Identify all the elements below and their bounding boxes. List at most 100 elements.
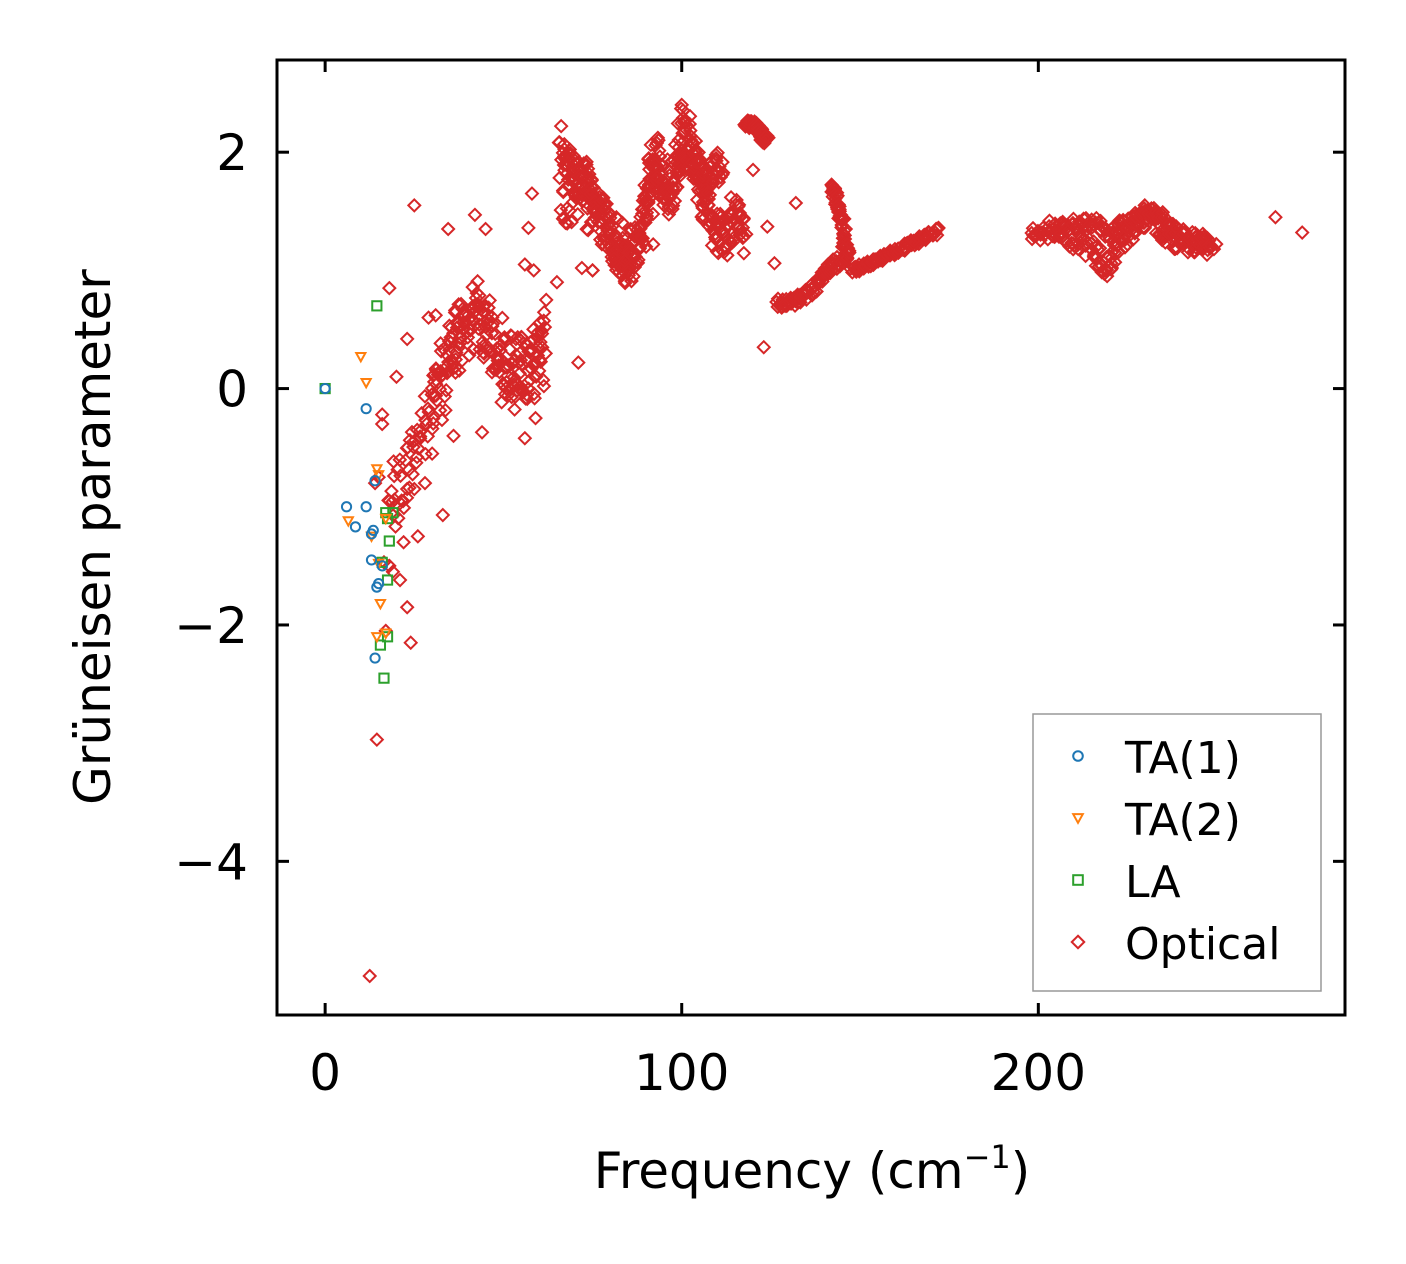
optical-band-point <box>660 201 676 217</box>
optical-band-point <box>614 215 630 231</box>
optical-point <box>838 221 854 237</box>
optical-band-point <box>559 216 575 231</box>
optical-band-point <box>1119 220 1135 236</box>
optical-band-point <box>552 170 567 186</box>
legend: TA(1) TA(2) LA Optical <box>1032 713 1322 992</box>
optical-point <box>467 207 483 223</box>
optical-band-point <box>1092 240 1108 256</box>
optical-band-point <box>470 273 486 289</box>
optical-band-point <box>643 137 659 153</box>
optical-band-point <box>623 223 639 239</box>
optical-band-point <box>513 382 529 398</box>
optical-band-point <box>420 401 436 417</box>
optical-band-point <box>562 142 578 157</box>
optical-point <box>410 528 426 544</box>
optical-band-point <box>526 386 542 402</box>
optical-point <box>521 220 536 236</box>
optical-point <box>362 968 378 984</box>
optical-band-point <box>738 226 754 242</box>
legend-marker <box>1072 750 1084 762</box>
optical-point <box>531 363 547 379</box>
optical-band-point <box>507 402 522 417</box>
la-point <box>374 639 387 651</box>
optical-band-point <box>496 377 512 393</box>
optical-point <box>674 97 690 113</box>
optical-band-point <box>443 329 459 345</box>
plot-frame <box>275 58 1347 1017</box>
optical-point <box>399 331 415 347</box>
ta2-point <box>370 464 384 476</box>
optical-band-point <box>683 132 699 148</box>
optical-point <box>524 186 540 201</box>
ta2-point <box>365 531 378 543</box>
optical-point <box>841 245 857 261</box>
optical-point <box>428 307 444 323</box>
optical-band-point <box>493 351 508 366</box>
optical-point <box>374 416 390 432</box>
optical-band-point <box>667 193 683 209</box>
optical-band-point <box>448 365 463 380</box>
optical-band-point <box>665 198 681 213</box>
optical-band-point <box>650 130 666 146</box>
optical-band-point <box>534 339 550 355</box>
optical-band-point <box>833 211 848 227</box>
optical-band-point <box>390 462 406 478</box>
optical-point <box>1294 225 1310 240</box>
legend-markers <box>1070 750 1086 950</box>
optical-point <box>406 197 422 213</box>
legend-marker <box>1071 813 1085 825</box>
optical-band-point <box>645 206 661 222</box>
optical-band-point <box>438 382 454 398</box>
optical-point <box>389 499 404 515</box>
optical-band-point <box>536 378 552 394</box>
optical-band-point <box>1119 236 1135 252</box>
x-tick-label: 0 <box>309 1044 341 1102</box>
la-point <box>378 672 390 684</box>
optical-band-point <box>665 179 681 195</box>
optical-band-point <box>497 332 513 347</box>
optical-band-point <box>451 297 467 312</box>
optical-point <box>767 255 782 271</box>
optical-point <box>931 220 946 236</box>
optical-band-point <box>628 249 644 264</box>
optical-band-point <box>603 224 619 240</box>
optical-point <box>526 262 542 278</box>
la-point <box>383 535 395 547</box>
ta2-point <box>372 558 385 571</box>
optical-point <box>770 291 786 307</box>
optical-band-point <box>487 326 503 342</box>
optical-band-point <box>532 315 548 330</box>
optical-point <box>440 221 456 237</box>
optical-band-point <box>434 412 450 428</box>
optical-band-point <box>462 323 478 338</box>
optical-band-point <box>1208 236 1224 252</box>
optical-band-point <box>701 198 716 213</box>
optical-point <box>617 253 633 269</box>
optical-band-point <box>590 214 606 230</box>
optical-point <box>549 274 565 290</box>
ta1-point <box>373 577 385 590</box>
optical-band-point <box>471 321 486 337</box>
optical-band-point <box>1117 239 1133 255</box>
optical-band-point <box>536 313 552 329</box>
ta2-point <box>359 377 373 390</box>
optical-point <box>435 507 451 523</box>
optical-band-point <box>453 335 469 350</box>
optical-band-point <box>580 161 596 177</box>
optical-band-point <box>695 166 711 181</box>
ta1-point <box>360 501 372 513</box>
optical-band-point <box>799 292 814 307</box>
ta1-point <box>369 652 381 664</box>
optical-band-point <box>570 206 586 222</box>
optical-band-point <box>432 381 448 397</box>
optical-band-point <box>448 345 464 360</box>
optical-point <box>369 732 385 748</box>
optical-band-point <box>698 192 714 208</box>
optical-band-point <box>388 519 403 534</box>
optical-band-point <box>451 363 467 378</box>
optical-point <box>1268 209 1283 225</box>
optical-band-point <box>1040 231 1056 247</box>
optical-point <box>570 355 586 370</box>
optical-band-point <box>405 466 420 482</box>
optical-band-point <box>736 245 752 261</box>
